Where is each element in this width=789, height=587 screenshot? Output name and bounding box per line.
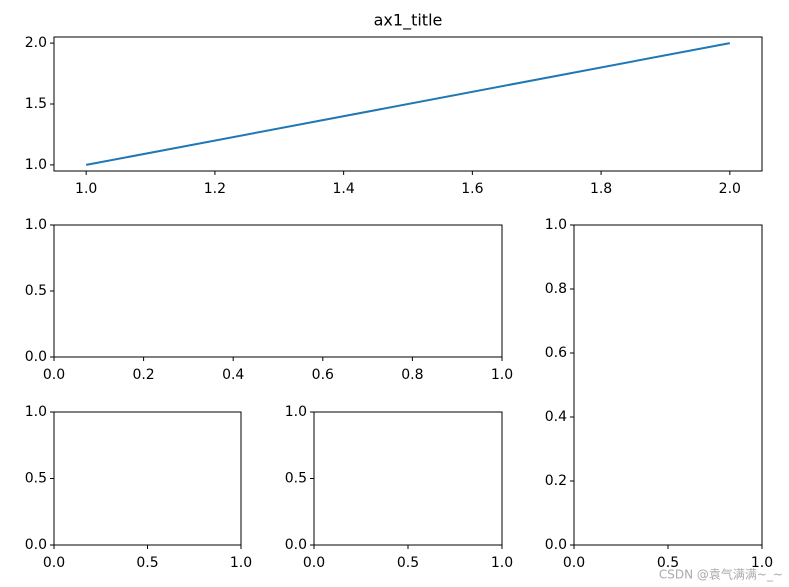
x-tick-label: 0.5 (657, 555, 679, 571)
x-tick-label: 1.0 (491, 367, 513, 383)
y-tick-label: 0.0 (285, 537, 307, 553)
x-tick-label: 1.0 (491, 555, 513, 571)
x-tick-label: 0.0 (563, 555, 585, 571)
y-tick-label: 0.8 (545, 281, 567, 297)
x-tick-label: 0.5 (397, 555, 419, 571)
y-tick-label: 0.4 (545, 409, 567, 425)
y-tick-label: 0.0 (25, 537, 47, 553)
y-tick-label: 1.5 (25, 96, 47, 112)
x-tick-label: 1.8 (590, 181, 612, 197)
x-tick-label: 0.5 (136, 555, 158, 571)
y-tick-label: 2.0 (25, 35, 47, 51)
y-tick-label: 1.0 (25, 217, 47, 233)
x-tick-label: 0.0 (43, 555, 65, 571)
watermark: CSDN @袁气满满~_~ (659, 567, 783, 582)
x-tick-label: 0.2 (132, 367, 154, 383)
line-series (85, 42, 731, 166)
x-tick-label: 0.4 (222, 367, 244, 383)
axes-title: ax1_title (374, 11, 443, 31)
y-tick-label: 0.5 (25, 471, 47, 487)
y-tick-label: 0.2 (545, 473, 567, 489)
x-tick-label: 2.0 (719, 181, 741, 197)
y-tick-label: 1.0 (545, 217, 567, 233)
x-tick-label: 0.8 (401, 367, 423, 383)
y-tick-label: 0.0 (545, 537, 567, 553)
x-tick-label: 0.0 (303, 555, 325, 571)
y-tick-label: 1.0 (25, 157, 47, 173)
y-tick-label: 1.0 (25, 404, 47, 420)
y-tick-label: 0.6 (545, 345, 567, 361)
y-tick-label: 0.0 (25, 349, 47, 365)
x-tick-label: 0.0 (43, 367, 65, 383)
x-tick-label: 1.2 (204, 181, 226, 197)
y-tick-label: 0.5 (285, 471, 307, 487)
x-tick-label: 0.6 (312, 367, 334, 383)
x-tick-label: 1.0 (751, 555, 773, 571)
y-tick-label: 1.0 (285, 404, 307, 420)
x-tick-label: 1.4 (333, 181, 355, 197)
x-tick-label: 1.0 (75, 181, 97, 197)
x-tick-label: 1.0 (230, 555, 252, 571)
x-tick-label: 1.6 (461, 181, 483, 197)
y-tick-label: 0.5 (25, 283, 47, 299)
